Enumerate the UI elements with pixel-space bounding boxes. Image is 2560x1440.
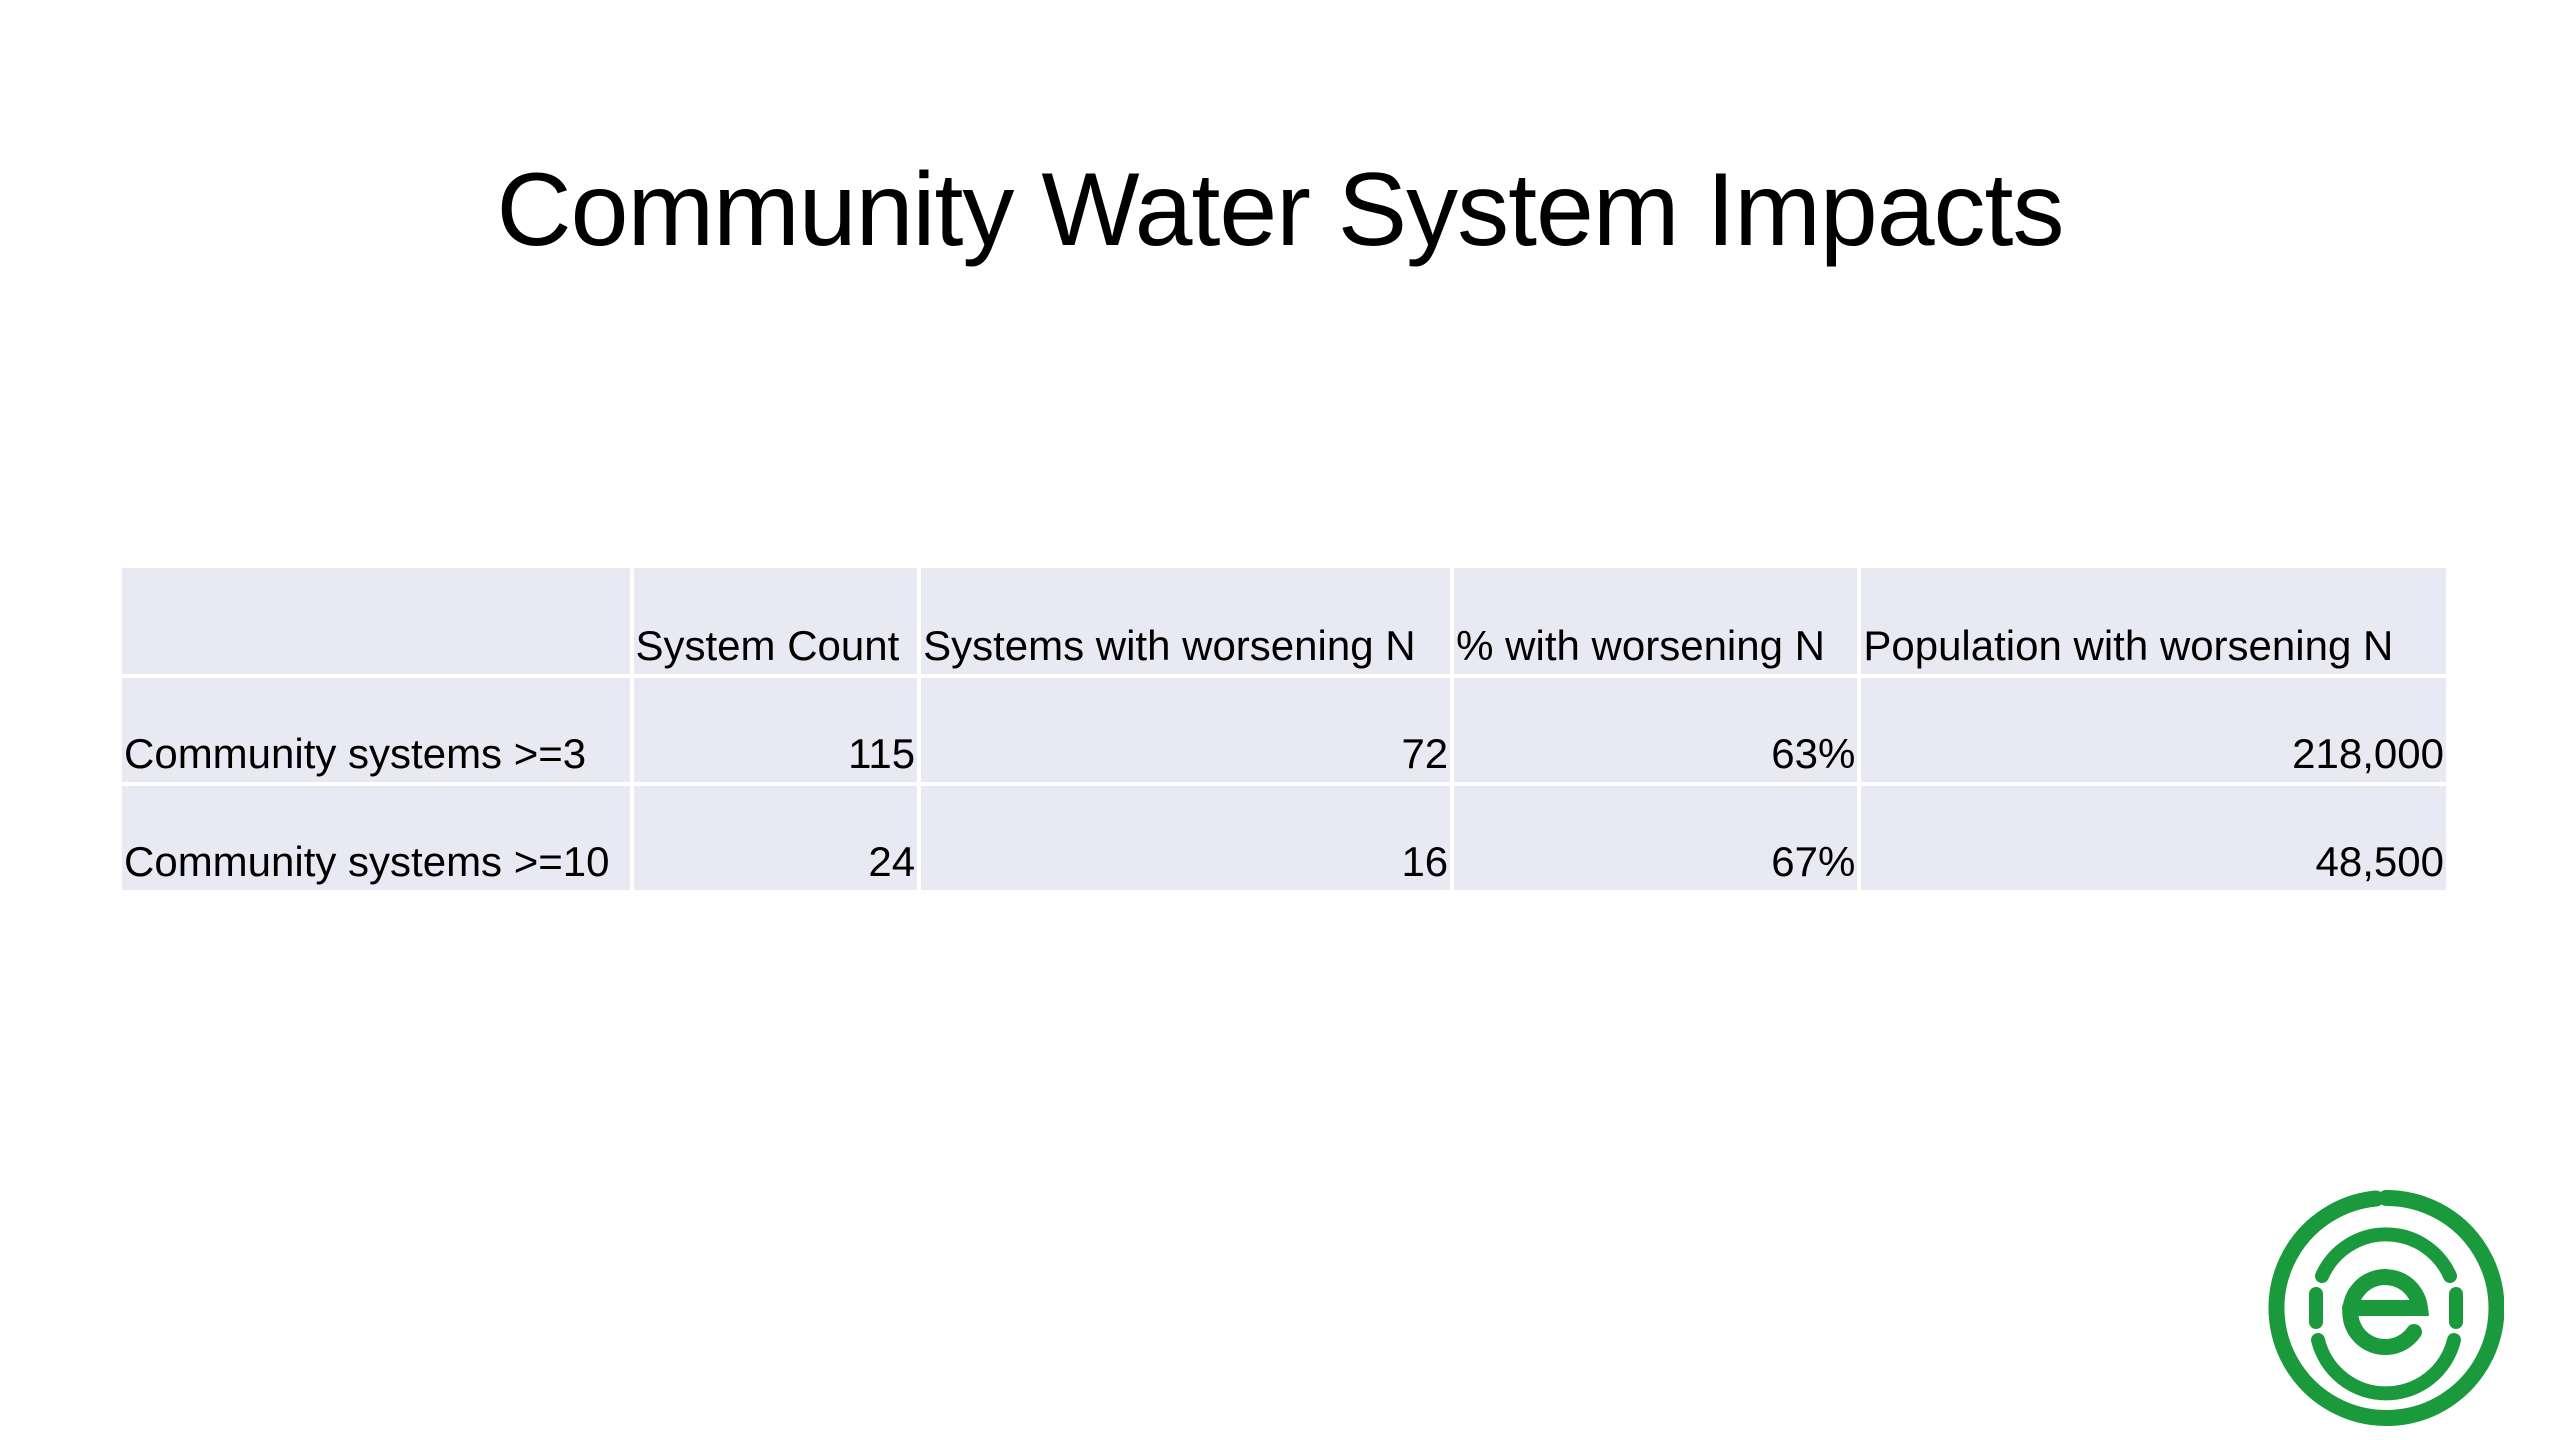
header-system-count: System Count [633, 568, 918, 674]
cell-system-count: 115 [633, 678, 918, 782]
table-header-row: System Count Systems with worsening N % … [122, 568, 2446, 674]
header-systems-worsening: Systems with worsening N [921, 568, 1451, 674]
table-row: Community systems >=3 115 72 63% 218,000 [122, 678, 2446, 782]
slide-title: Community Water System Impacts [496, 152, 2065, 268]
cell-systems-worsening: 16 [921, 786, 1451, 890]
header-pct-worsening: % with worsening N [1454, 568, 1858, 674]
row-label: Community systems >=10 [122, 786, 630, 890]
cell-systems-worsening: 72 [921, 678, 1451, 782]
cell-population-worsening: 218,000 [1861, 678, 2446, 782]
cell-pct-worsening: 63% [1454, 678, 1858, 782]
header-population-worsening: Population with worsening N [1861, 568, 2446, 674]
impacts-table: System Count Systems with worsening N % … [118, 564, 2450, 894]
row-label: Community systems >=3 [122, 678, 630, 782]
cell-pct-worsening: 67% [1454, 786, 1858, 890]
cell-population-worsening: 48,500 [1861, 786, 2446, 890]
cell-system-count: 24 [633, 786, 918, 890]
table-row: Community systems >=10 24 16 67% 48,500 [122, 786, 2446, 890]
green-e-circle-logo-icon [2268, 1190, 2504, 1426]
header-cell-empty [122, 568, 630, 674]
